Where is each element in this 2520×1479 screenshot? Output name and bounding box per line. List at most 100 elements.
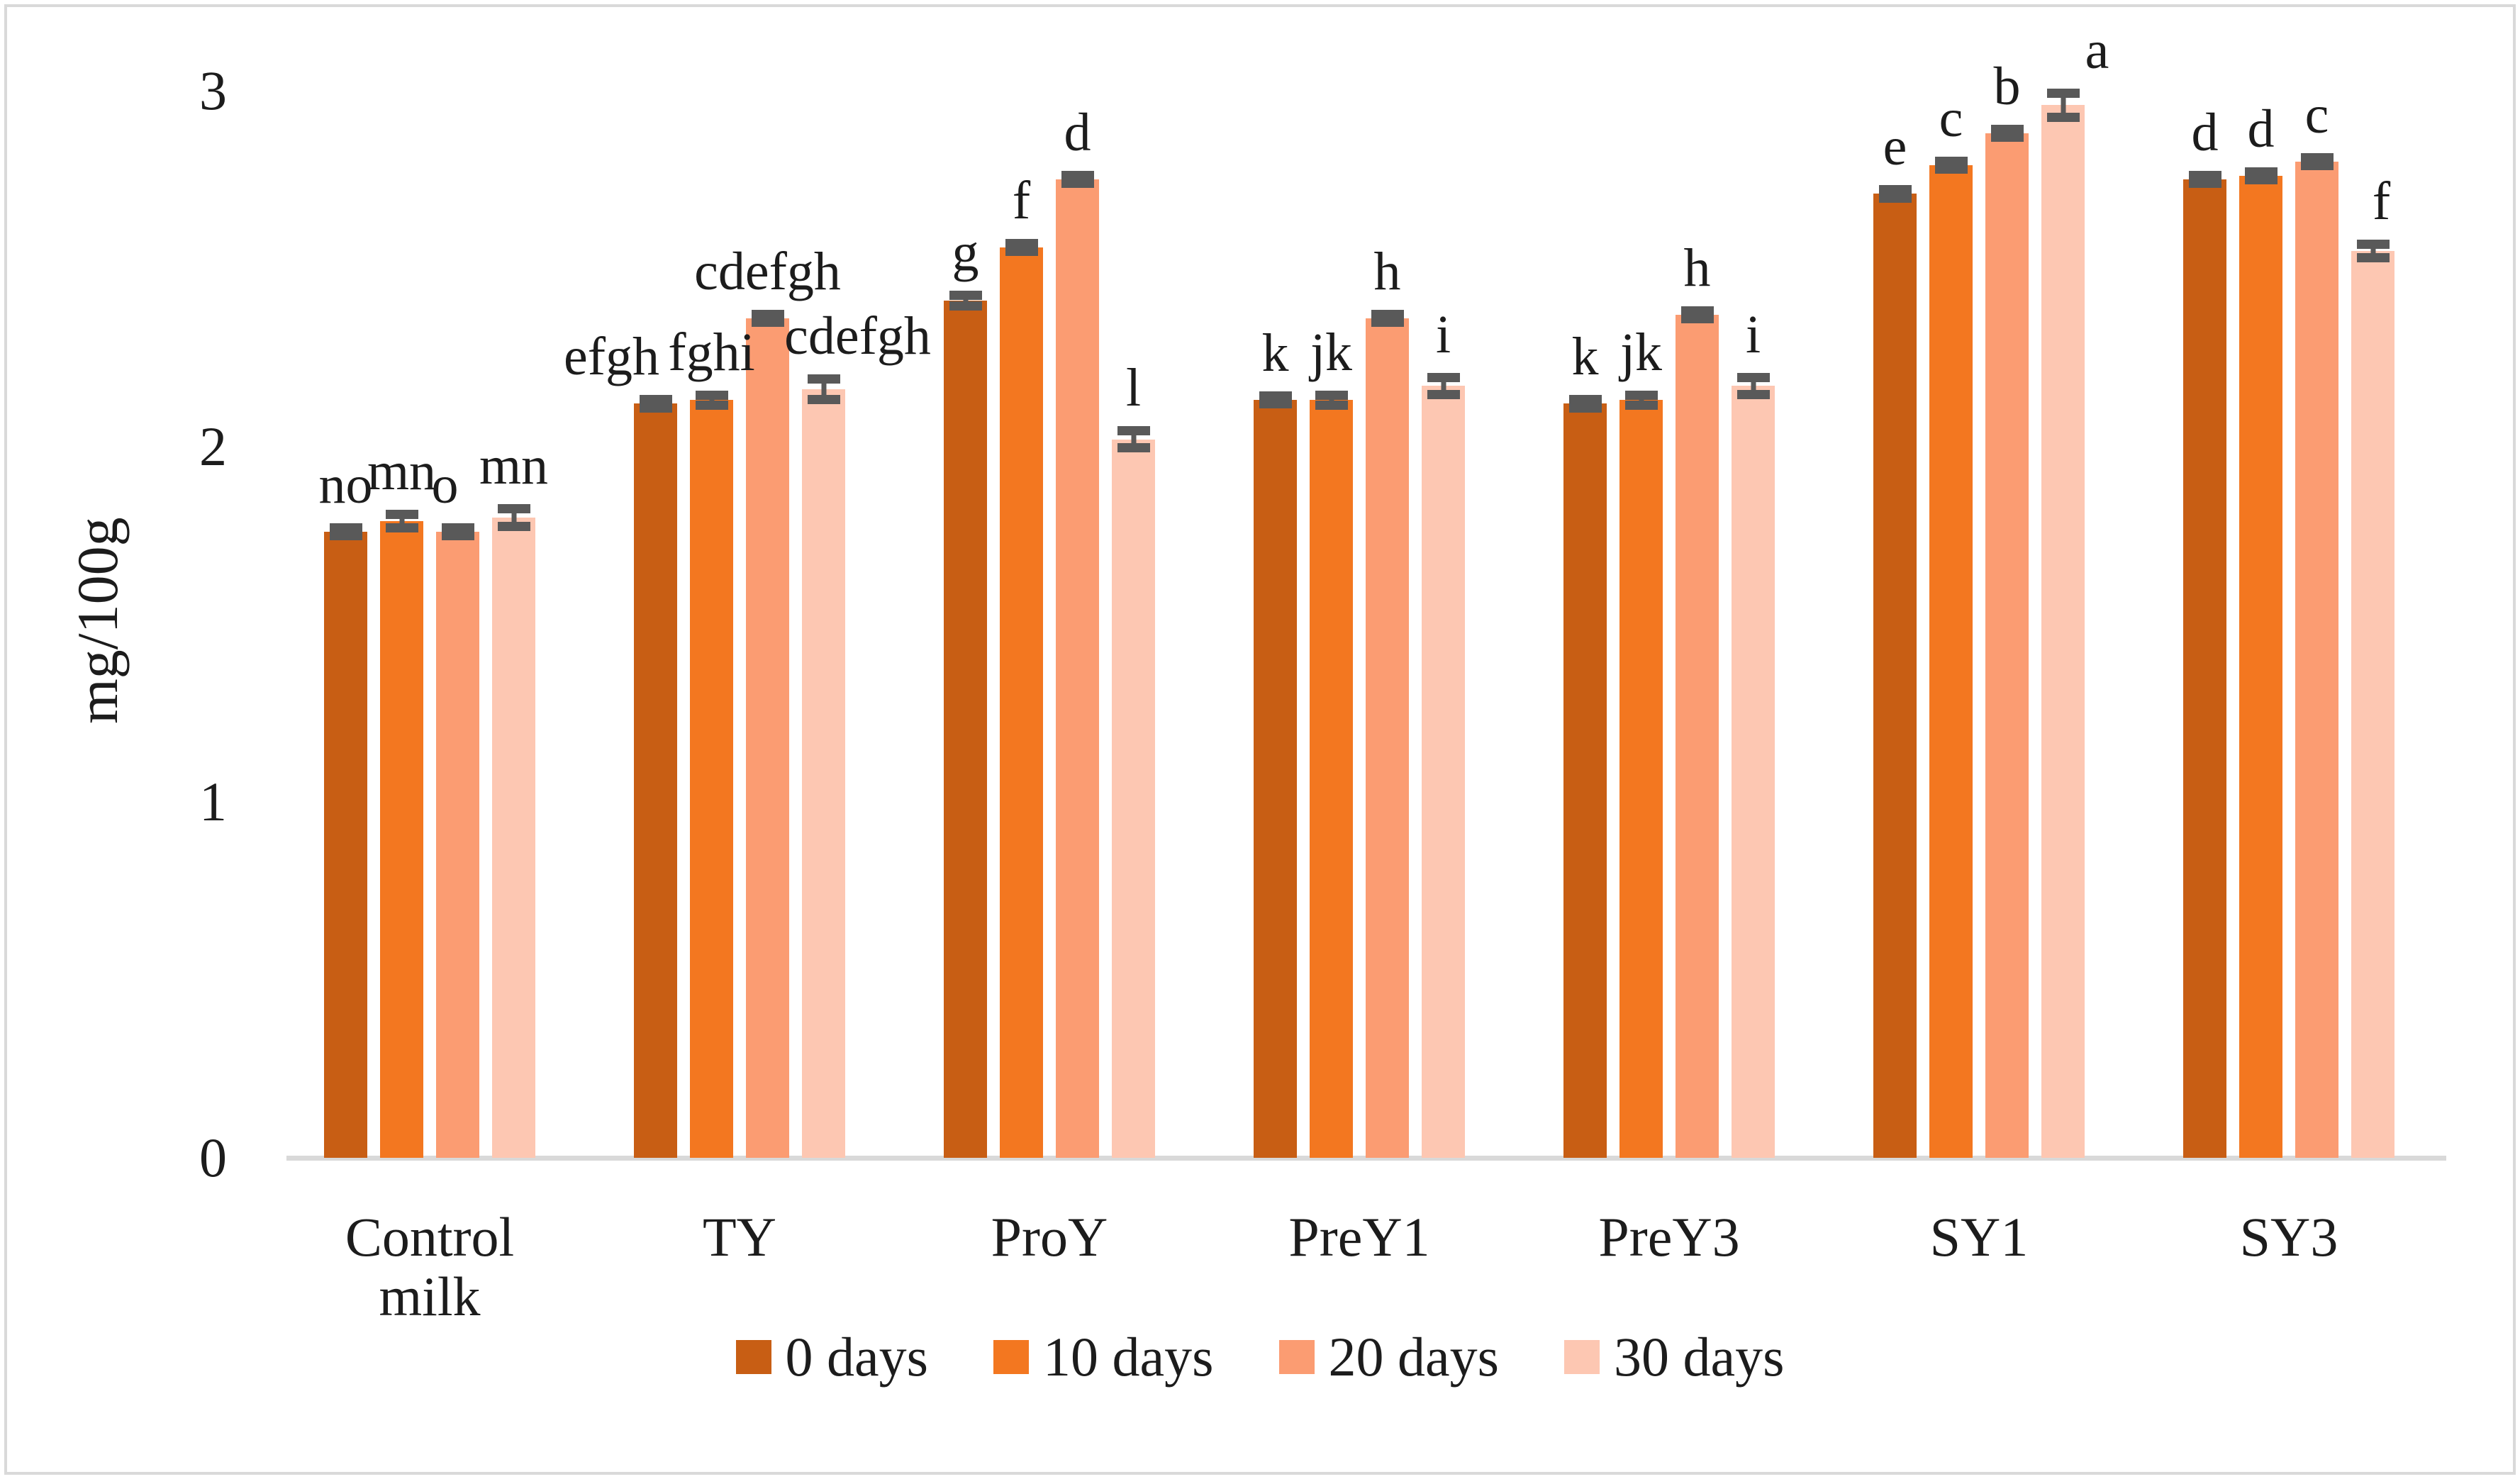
error-whisker bbox=[709, 394, 714, 406]
error-cap-top bbox=[329, 523, 362, 533]
error-cap-top bbox=[1568, 395, 1602, 405]
bar-0-days bbox=[944, 300, 987, 1158]
error-cap-bottom bbox=[1624, 400, 1658, 410]
bar-10-days bbox=[1619, 400, 1663, 1158]
x-category-label: SY3 bbox=[2239, 1206, 2338, 1268]
legend-item-0-days: 0 days bbox=[735, 1326, 929, 1388]
x-category-label: PreY1 bbox=[1288, 1206, 1430, 1268]
error-cap-bottom bbox=[1259, 399, 1292, 409]
error-whisker bbox=[2061, 92, 2065, 118]
bar-30-days bbox=[802, 389, 845, 1158]
significance-letter: e bbox=[1883, 117, 1907, 177]
significance-letter: f bbox=[1012, 170, 1031, 230]
error-cap-top bbox=[695, 390, 728, 400]
bar-0-days bbox=[634, 403, 677, 1158]
bar-20-days bbox=[2295, 162, 2338, 1158]
bar-10-days bbox=[380, 521, 423, 1158]
error-cap-bottom bbox=[1427, 389, 1460, 399]
bar-group-prey1: k jk h i bbox=[1254, 91, 1465, 1158]
error-cap-bottom bbox=[2356, 252, 2390, 262]
error-cap-bottom bbox=[1371, 318, 1404, 328]
bar-20-days bbox=[1366, 318, 1409, 1158]
error-cap-top bbox=[2046, 88, 2080, 98]
significance-letter: cdefgh bbox=[784, 306, 931, 367]
error-bar bbox=[1422, 372, 1465, 399]
bar-0-days bbox=[1563, 403, 1607, 1158]
error-cap-bottom bbox=[1315, 400, 1348, 410]
legend-item-20-days: 20 days bbox=[1278, 1326, 1499, 1388]
x-category-label: TY bbox=[703, 1206, 776, 1268]
error-cap-bottom bbox=[1736, 389, 1770, 399]
error-bar bbox=[1366, 310, 1409, 328]
significance-letter: mn bbox=[367, 441, 437, 501]
error-whisker bbox=[1329, 394, 1334, 406]
bar-20-days bbox=[1056, 179, 1099, 1158]
legend-item-10-days: 10 days bbox=[993, 1326, 1214, 1388]
error-bar bbox=[944, 291, 987, 311]
legend-label: 10 days bbox=[1043, 1326, 1214, 1388]
error-bar bbox=[436, 523, 479, 541]
error-cap-bottom bbox=[949, 301, 982, 311]
error-cap-bottom bbox=[1680, 314, 1714, 324]
legend-label: 30 days bbox=[1613, 1326, 1785, 1388]
error-whisker bbox=[963, 295, 968, 306]
error-bar bbox=[2183, 171, 2226, 189]
error-bar bbox=[2351, 239, 2394, 262]
error-cap-bottom bbox=[1878, 193, 1912, 203]
error-cap-top bbox=[1934, 157, 1968, 167]
bar-30-days bbox=[492, 518, 535, 1158]
bar-10-days bbox=[2239, 176, 2282, 1158]
error-bar bbox=[1676, 306, 1719, 324]
error-cap-bottom bbox=[2188, 179, 2221, 189]
error-cap-bottom bbox=[1990, 133, 2024, 143]
error-cap-bottom bbox=[751, 318, 784, 328]
error-whisker bbox=[511, 508, 516, 527]
significance-letter: c bbox=[1939, 89, 1963, 149]
y-tick-label: 0 bbox=[199, 1127, 227, 1188]
error-bar bbox=[1619, 390, 1663, 410]
error-cap-bottom bbox=[2046, 112, 2080, 122]
legend-label: 20 days bbox=[1328, 1326, 1499, 1388]
bar-30-days bbox=[1422, 386, 1465, 1158]
x-category-label: ProY bbox=[991, 1206, 1108, 1268]
error-cap-bottom bbox=[1005, 246, 1038, 256]
error-cap-top bbox=[1878, 185, 1912, 195]
error-bar bbox=[2239, 167, 2282, 185]
error-cap-bottom bbox=[807, 395, 840, 405]
legend-label: 0 days bbox=[785, 1326, 929, 1388]
error-cap-top bbox=[385, 510, 418, 519]
significance-letter: d bbox=[2191, 103, 2219, 163]
significance-letter: cdefgh bbox=[694, 242, 841, 302]
error-cap-top bbox=[1315, 390, 1348, 400]
y-tick-label: 2 bbox=[199, 415, 227, 477]
legend: 0 days 10 days 20 days 30 days bbox=[0, 1324, 2520, 1390]
error-cap-top bbox=[807, 374, 840, 384]
error-bar bbox=[1000, 238, 1043, 256]
error-cap-bottom bbox=[441, 531, 474, 541]
error-bar bbox=[1056, 171, 1099, 189]
error-cap-top bbox=[1736, 372, 1770, 382]
error-bar bbox=[324, 523, 367, 541]
bar-30-days bbox=[2041, 105, 2085, 1158]
error-cap-top bbox=[497, 504, 530, 514]
error-bar bbox=[802, 374, 845, 405]
error-bar bbox=[1985, 125, 2029, 143]
error-bar bbox=[2295, 153, 2338, 171]
error-bar bbox=[1563, 395, 1607, 413]
bar-10-days bbox=[1310, 400, 1353, 1158]
error-cap-top bbox=[2244, 167, 2278, 177]
error-cap-top bbox=[1427, 372, 1460, 382]
bar-20-days bbox=[1985, 133, 2029, 1158]
x-axis-line bbox=[286, 1156, 2446, 1161]
error-cap-bottom bbox=[1061, 179, 1094, 189]
error-whisker bbox=[821, 379, 826, 401]
bar-group-control-milk: no mn o mn bbox=[319, 91, 548, 1158]
legend-swatch-icon bbox=[735, 1340, 771, 1374]
error-cap-top bbox=[1259, 391, 1292, 401]
error-whisker bbox=[1441, 376, 1446, 395]
bar-0-days bbox=[1254, 400, 1297, 1158]
significance-letter: d bbox=[1064, 103, 1091, 163]
bar-10-days bbox=[1000, 247, 1043, 1158]
error-whisker bbox=[1751, 376, 1756, 395]
